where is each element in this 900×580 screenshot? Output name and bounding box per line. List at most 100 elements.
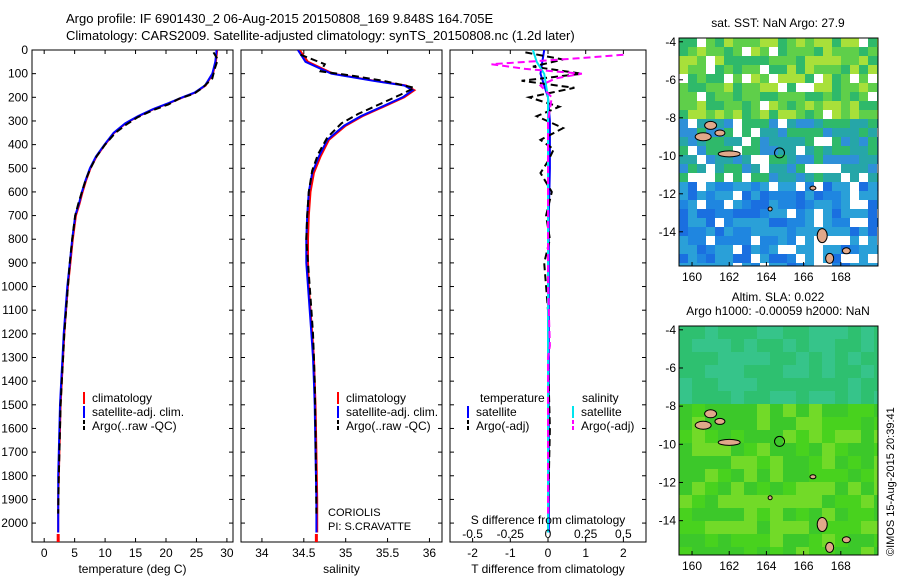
field-cell [841,146,850,155]
field-cell [868,245,877,254]
field-cell [835,482,848,495]
field-cell [783,469,796,482]
field-cell [692,365,705,378]
field-cell [718,352,731,365]
field-cell [742,92,751,101]
field-cell [861,365,874,378]
field-cell [770,534,783,547]
field-cell [814,164,823,173]
field-cell [778,47,787,56]
field-cell [796,352,809,365]
field-cell [679,443,692,456]
field-cell [809,495,822,508]
legend-header-salinity: salinity [582,391,619,405]
field-cell [835,365,848,378]
field-cell [823,182,832,191]
field-cell [679,263,688,266]
field-cell [868,200,877,209]
field-cell [778,137,787,146]
field-cell [705,469,718,482]
field-cell [760,38,769,47]
field-cell [679,521,692,534]
field-cell [778,155,787,164]
field-cell [814,56,823,65]
field-cell [805,65,814,74]
field-cell [822,378,835,391]
y-tick-label: 400 [8,138,28,152]
field-cell [823,65,832,74]
field-cell [733,65,742,74]
field-cell [809,417,822,430]
field-cell [769,128,778,137]
field-cell [835,456,848,469]
field-cell [835,378,848,391]
field-cell [715,218,724,227]
field-cell [760,101,769,110]
field-cell [697,47,706,56]
field-cell [841,137,850,146]
y-tick-label: 1000 [1,280,28,294]
field-cell [841,110,850,119]
island-shape [704,409,718,419]
field-cell [868,155,877,164]
field-cell [823,200,832,209]
field-cell [688,65,697,74]
series-line [491,53,624,514]
field-cell [805,245,814,254]
field-cell [814,245,823,254]
field-cell [841,38,850,47]
field-cell [868,146,877,155]
field-cell [751,38,760,47]
field-cell [744,391,757,404]
field-cell [783,365,796,378]
field-cell [769,38,778,47]
field-cell [796,245,805,254]
field-cell [742,110,751,119]
field-cell [733,128,742,137]
series-line [300,53,418,514]
x-tick-label: 34.5 [292,546,316,560]
field-cell [744,508,757,521]
field-cell [823,173,832,182]
field-cell [688,245,697,254]
field-cell [796,417,809,430]
field-cell [814,65,823,74]
field-cell [731,352,744,365]
field-cell [859,254,868,263]
field-cell [835,521,848,534]
field-cell [770,495,783,508]
field-cell [744,378,757,391]
field-cell [679,508,692,521]
field-cell [733,137,742,146]
field-cell [715,92,724,101]
field-cell [769,227,778,236]
field-cell [796,65,805,74]
field-cell [718,404,731,417]
field-cell [783,443,796,456]
field-cell [751,236,760,245]
field-cell [783,326,796,339]
field-cell [835,404,848,417]
field-cell [692,352,705,365]
s-tick-label: -0.5 [462,527,483,541]
field-cell [733,245,742,254]
field-cell [805,254,814,263]
field-cell [757,378,770,391]
field-cell [805,110,814,119]
field-cell [832,209,841,218]
field-cell [850,155,859,164]
field-cell [733,191,742,200]
field-cell [832,155,841,164]
field-cell [861,339,874,352]
field-cell [751,218,760,227]
field-cell [841,227,850,236]
field-cell [705,495,718,508]
field-cell [760,92,769,101]
field-cell [850,101,859,110]
field-cell [868,191,877,200]
field-cell [744,430,757,443]
field-cell [778,56,787,65]
legend-label: climatology [346,391,406,405]
field-cell [770,339,783,352]
field-cell [751,200,760,209]
